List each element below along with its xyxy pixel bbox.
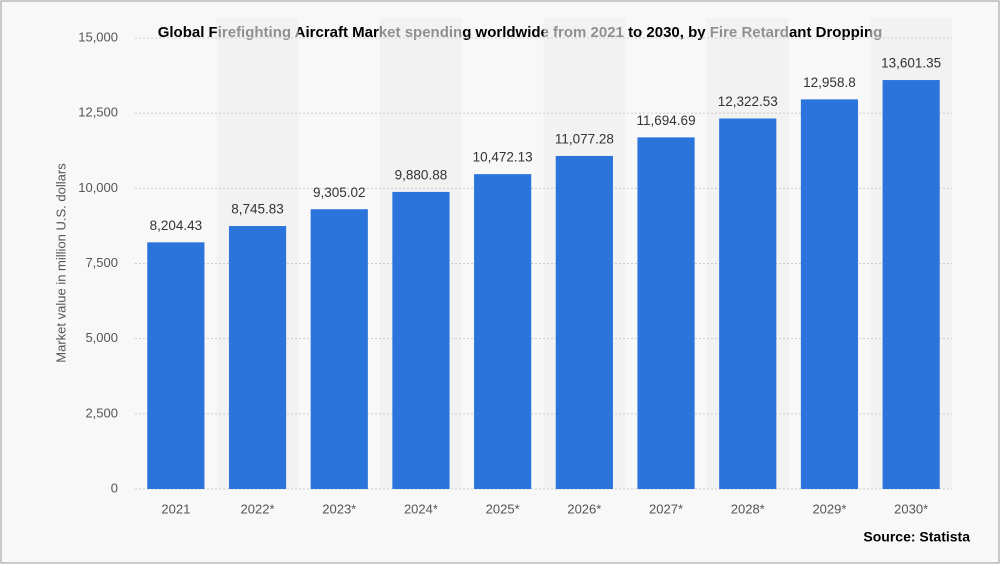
x-tick-label: 2030* <box>894 501 928 516</box>
x-tick-label: 2023* <box>322 501 356 516</box>
value-label: 11,694.69 <box>637 113 696 128</box>
bar <box>719 118 777 490</box>
y-tick-label: 15,000 <box>78 29 118 44</box>
x-tick-label: 2024* <box>404 501 438 516</box>
x-tick-label: 2028* <box>731 501 765 516</box>
y-tick-label: 0 <box>111 480 118 495</box>
y-tick-label: 7,500 <box>85 255 118 270</box>
y-tick-label: 2,500 <box>85 405 118 420</box>
x-tick-label: 2029* <box>812 501 846 516</box>
bar <box>882 80 940 490</box>
bar <box>310 209 368 489</box>
x-tick-label: 2025* <box>486 501 520 516</box>
value-label: 13,601.35 <box>881 56 941 71</box>
bar <box>555 155 613 489</box>
bar <box>800 99 859 490</box>
x-tick-label: 2027* <box>649 501 683 516</box>
y-axis-label: Market value in million U.S. dollars <box>53 163 68 363</box>
y-tick-label: 5,000 <box>85 330 118 345</box>
x-tick-label: 2026* <box>567 501 601 516</box>
x-tick-label: 2022* <box>241 501 275 516</box>
source: Source: Statista <box>863 529 970 545</box>
bar <box>228 226 287 489</box>
value-label: 9,880.88 <box>395 167 448 182</box>
value-label: 8,745.83 <box>231 202 284 217</box>
value-label: 9,305.02 <box>313 185 366 200</box>
chart-title: Global Firefighting Aircraft Market spen… <box>158 24 883 41</box>
bar <box>147 242 205 489</box>
x-tick-label: 2021 <box>161 501 190 516</box>
bar <box>392 191 450 490</box>
value-label: 11,077.28 <box>555 132 614 147</box>
value-label: 10,472.13 <box>473 150 533 165</box>
value-label: 8,204.43 <box>150 218 203 233</box>
y-tick-label: 10,000 <box>78 180 118 195</box>
y-tick-label: 12,500 <box>78 105 118 120</box>
bar <box>474 174 532 490</box>
value-label: 12,958.8 <box>803 75 856 90</box>
bar <box>637 137 695 490</box>
value-label: 12,322.53 <box>718 94 778 109</box>
